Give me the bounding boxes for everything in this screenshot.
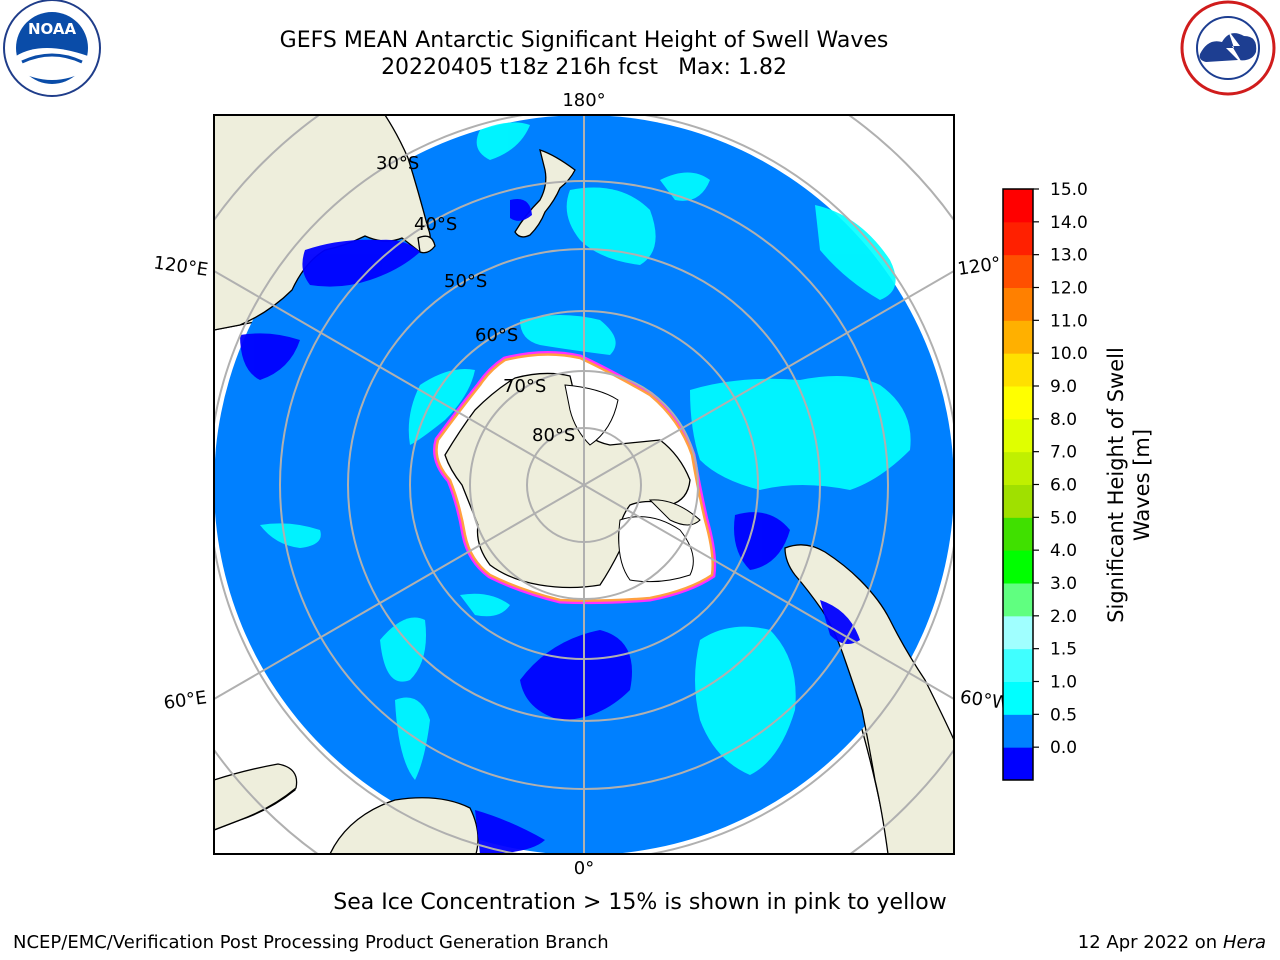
colorbar-segment [1003,353,1033,387]
footer-credit: NCEP/EMC/Verification Post Processing Pr… [13,932,609,953]
colorbar: 15.0 14.0 13.0 12.0 11.0 10.0 9.0 8.0 7.0 6.0 5.0 4… [1002,180,1088,781]
colorbar-segment [1003,221,1033,256]
lat-label-40s: 40°S [414,214,457,235]
colorbar-segment [1003,254,1033,288]
colorbar-segment [1003,287,1033,321]
swell-mid-areas [260,122,911,780]
colorbar-tick-label: 15.0 [1050,180,1088,200]
colorbar-tick-label: 6.0 [1050,476,1077,496]
colorbar-segment [1003,550,1033,584]
colorbar-label-line1: Significant Height of Swell [1104,347,1128,623]
colorbar-tick-label: 7.0 [1050,443,1077,463]
noaa-logo: NOAA [2,0,102,100]
colorbar-tick-label: 1.0 [1050,673,1077,693]
lon-label-120w: 120° [956,253,1002,280]
colorbar-segment [1003,418,1033,453]
forecast-date: 20220405 t18z 216h fcst [381,55,659,80]
colorbar-tick-label: 10.0 [1050,344,1088,364]
antarctica [433,350,717,605]
lat-label-70s: 70°S [503,376,546,397]
colorbar-segment [1003,189,1033,223]
colorbar-segment [1003,648,1033,682]
lat-label-30s: 30°S [376,153,419,174]
colorbar-tick-label: 1.5 [1050,640,1077,660]
chart-subtitle: 20220405 t18z 216h fcst Max: 1.82 [0,55,1168,80]
colorbar-tick-label: 2.0 [1050,607,1077,627]
colorbar-tick-label: 14.0 [1050,213,1088,233]
map-frame [213,114,955,855]
colorbar-segment [1003,681,1033,715]
colorbar-tick-label: 12.0 [1050,279,1088,299]
colorbar-tick-label: 4.0 [1050,541,1077,561]
lon-label-120e: 120°E [152,252,209,280]
nws-logo [1178,0,1278,100]
colorbar-segment [1003,484,1033,518]
colorbar-tick-label: 13.0 [1050,246,1088,266]
colorbar-segment [1003,583,1033,617]
footer-host: Hera [1222,932,1266,953]
max-value: Max: 1.82 [678,55,787,80]
sea-ice-note: Sea Ice Concentration > 15% is shown in … [333,890,947,915]
noaa-logo-text: NOAA [28,20,77,38]
lon-label-0: 0° [574,858,594,879]
colorbar-segment [1003,386,1033,420]
colorbar-tick-label: 3.0 [1050,574,1077,594]
colorbar-segment [1003,747,1033,781]
lat-label-60s: 60°S [475,325,518,346]
chart-title: GEFS MEAN Antarctic Significant Height o… [279,28,889,53]
colorbar-tick-label: 9.0 [1050,377,1077,397]
map-panel [214,115,954,854]
graticule [214,115,954,854]
colorbar-segment [1003,714,1033,748]
lon-label-60e: 60°E [162,687,208,714]
swell-low-areas [240,199,860,854]
colorbar-tick-label: 0.0 [1050,738,1077,758]
colorbar-tick-label: 0.5 [1050,705,1077,725]
footer-date-text: 12 Apr 2022 on [1077,932,1218,953]
colorbar-tick-label: 8.0 [1050,410,1077,430]
lat-label-80s: 80°S [532,425,575,446]
colorbar-tick-label: 5.0 [1050,508,1077,528]
lon-label-180: 180° [562,90,605,111]
lat-label-50s: 50°S [444,271,487,292]
colorbar-tick-label: 11.0 [1050,311,1088,331]
colorbar-segment [1003,615,1033,650]
colorbar-segment [1003,451,1033,485]
footer-date: 12 Apr 2022 on Hera [1078,932,1266,953]
colorbar-label-line2: Waves [m] [1130,429,1154,541]
colorbar-segment [1003,517,1033,551]
colorbar-segment [1003,320,1033,354]
